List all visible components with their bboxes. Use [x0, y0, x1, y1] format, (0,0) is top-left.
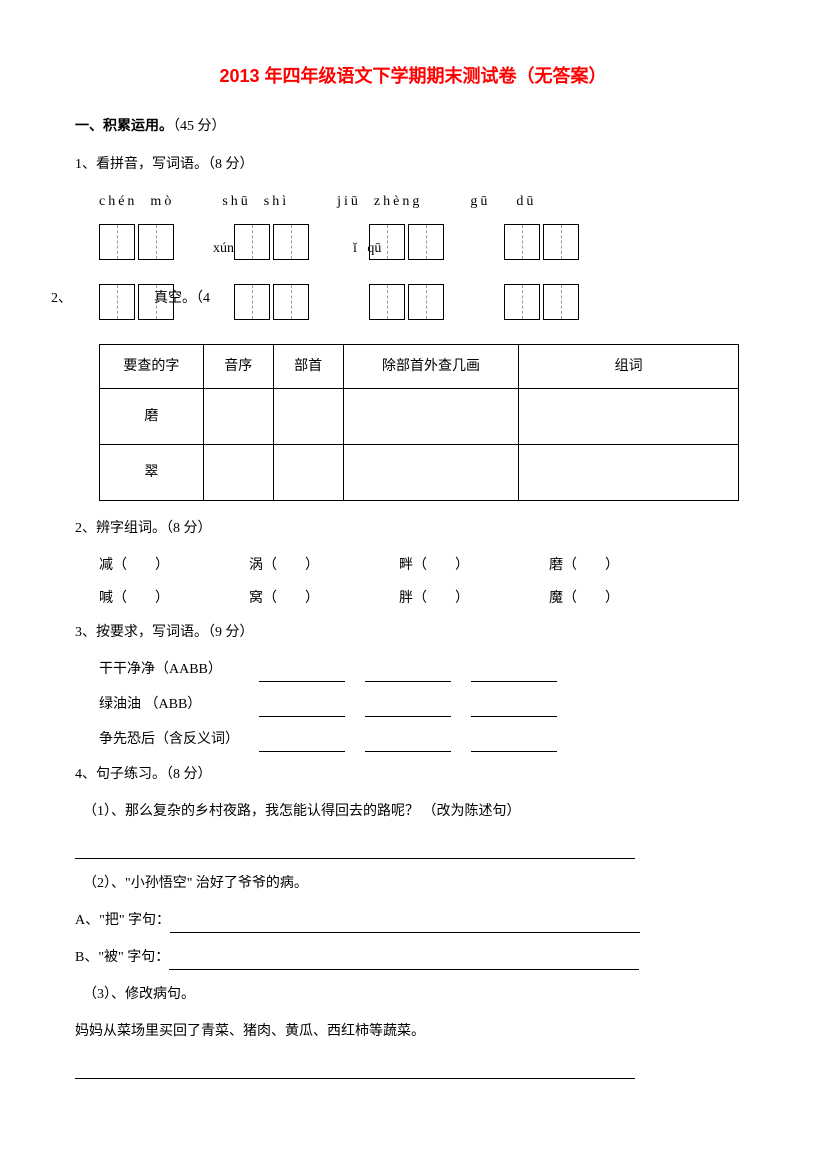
- char-box[interactable]: [234, 284, 270, 320]
- answer-blank[interactable]: [365, 734, 451, 752]
- char-box[interactable]: [408, 284, 444, 320]
- answer-line[interactable]: [75, 837, 635, 859]
- char-pair-row-2: 喊（ ） 窝（ ） 胖（ ） 魔（ ）: [99, 586, 751, 611]
- answer-blank[interactable]: [471, 734, 557, 752]
- box-pair: [234, 224, 309, 260]
- q4-sub2b: B、"被" 字句：: [75, 945, 751, 970]
- table-cell: 翠: [100, 444, 204, 500]
- question-4: 4、句子练习。（8 分）: [75, 762, 751, 787]
- char-box[interactable]: [138, 224, 174, 260]
- table-header: 要查的字: [100, 344, 204, 388]
- box-pair: [369, 284, 444, 320]
- pattern-label: 绿油油 （ABB）: [99, 692, 259, 717]
- answer-blank[interactable]: [259, 734, 345, 752]
- pinyin-4: gū dū: [470, 189, 536, 214]
- char-box[interactable]: [234, 224, 270, 260]
- answer-blank[interactable]: [259, 699, 345, 717]
- table-row: 磨: [100, 388, 739, 444]
- pinyin-3: jiū zhèng: [337, 189, 422, 214]
- box-row-1: [99, 224, 751, 260]
- table-cell[interactable]: [273, 444, 343, 500]
- q4-sub3: （3）、修改病句。: [83, 982, 751, 1007]
- pattern-line-3: 争先恐后（含反义词）: [99, 727, 751, 752]
- box-pair: [504, 284, 579, 320]
- pattern-label: 干干净净（AABB）: [99, 657, 259, 682]
- answer-blank[interactable]: [471, 664, 557, 682]
- char-item[interactable]: 喊（ ）: [99, 586, 249, 611]
- box-pair: [99, 224, 174, 260]
- pattern-line-2: 绿油油 （ABB）: [99, 692, 751, 717]
- char-box[interactable]: [504, 284, 540, 320]
- answer-line[interactable]: [170, 917, 640, 933]
- question-2b: 2、辨字组词。（8 分）: [75, 516, 751, 541]
- table-header: 音序: [203, 344, 273, 388]
- char-item[interactable]: 涡（ ）: [249, 553, 399, 578]
- bei-sentence-label: B、"被" 字句：: [75, 950, 169, 965]
- q4-sub2: （2）、"小孙悟空" 治好了爷爷的病。: [83, 871, 751, 896]
- q2-partial-label: 2、真空。（4: [51, 286, 210, 311]
- lookup-table: 要查的字 音序 部首 除部首外查几画 组词 磨 翠: [99, 344, 739, 501]
- box-pair: [234, 284, 309, 320]
- table-row: 翠: [100, 444, 739, 500]
- char-item[interactable]: 减（ ）: [99, 553, 249, 578]
- q4-sub1: （1）、那么复杂的乡村夜路，我怎能认得回去的路呢？ （改为陈述句）: [83, 799, 751, 824]
- table-cell[interactable]: [343, 388, 519, 444]
- char-item[interactable]: 魔（ ）: [549, 586, 699, 611]
- char-box[interactable]: [369, 284, 405, 320]
- char-item[interactable]: 畔（ ）: [399, 553, 549, 578]
- pinyin-row: chén mò shū shì jiū zhèng gū dū: [99, 189, 751, 214]
- pinyin-1: chén mò: [99, 189, 174, 214]
- mid-label-qi: ǐ qū: [353, 236, 381, 261]
- answer-blank[interactable]: [365, 699, 451, 717]
- section-1-points: （45 分）: [173, 119, 226, 134]
- char-item[interactable]: 窝（ ）: [249, 586, 399, 611]
- table-cell[interactable]: [519, 388, 739, 444]
- answer-line[interactable]: [169, 954, 639, 970]
- table-cell[interactable]: [273, 388, 343, 444]
- char-boxes-container: xún ǐ qū 2、真空。（4: [75, 224, 751, 320]
- table-header: 除部首外查几画: [343, 344, 519, 388]
- answer-blank[interactable]: [471, 699, 557, 717]
- table-cell: 磨: [100, 388, 204, 444]
- char-box[interactable]: [273, 224, 309, 260]
- mid-label-xun: xún: [213, 236, 234, 261]
- box-pair: [504, 224, 579, 260]
- table-cell[interactable]: [203, 388, 273, 444]
- q4-sub3-text: 妈妈从菜场里买回了青菜、猪肉、黄瓜、西红柿等蔬菜。: [75, 1019, 751, 1044]
- answer-blank[interactable]: [259, 664, 345, 682]
- char-pair-row-1: 减（ ） 涡（ ） 畔（ ） 磨（ ）: [99, 553, 751, 578]
- table-header: 组词: [519, 344, 739, 388]
- pattern-line-1: 干干净净（AABB）: [99, 657, 751, 682]
- answer-blank[interactable]: [365, 664, 451, 682]
- char-box[interactable]: [543, 284, 579, 320]
- char-box[interactable]: [543, 224, 579, 260]
- char-box[interactable]: [504, 224, 540, 260]
- question-3: 3、按要求，写词语。（9 分）: [75, 620, 751, 645]
- q4-sub2a: A、"把" 字句：: [75, 908, 751, 933]
- page-title: 2013 年四年级语文下学期期末测试卷（无答案）: [75, 60, 751, 92]
- char-item[interactable]: 胖（ ）: [399, 586, 549, 611]
- table-cell[interactable]: [203, 444, 273, 500]
- table-cell[interactable]: [519, 444, 739, 500]
- pinyin-2: shū shì: [222, 189, 289, 214]
- char-box[interactable]: [99, 224, 135, 260]
- question-1: 1、看拼音，写词语。（8 分）: [75, 152, 751, 177]
- char-item[interactable]: 磨（ ）: [549, 553, 699, 578]
- table-header: 部首: [273, 344, 343, 388]
- q2-fill-text: 真空。（4: [154, 291, 210, 306]
- char-box[interactable]: [408, 224, 444, 260]
- answer-line[interactable]: [75, 1057, 635, 1079]
- pattern-label: 争先恐后（含反义词）: [99, 727, 259, 752]
- section-1-header: 一、积累运用。（45 分）: [75, 114, 751, 139]
- char-box[interactable]: [273, 284, 309, 320]
- section-1-label: 一、积累运用。: [75, 119, 173, 134]
- table-cell[interactable]: [343, 444, 519, 500]
- ba-sentence-label: A、"把" 字句：: [75, 913, 170, 928]
